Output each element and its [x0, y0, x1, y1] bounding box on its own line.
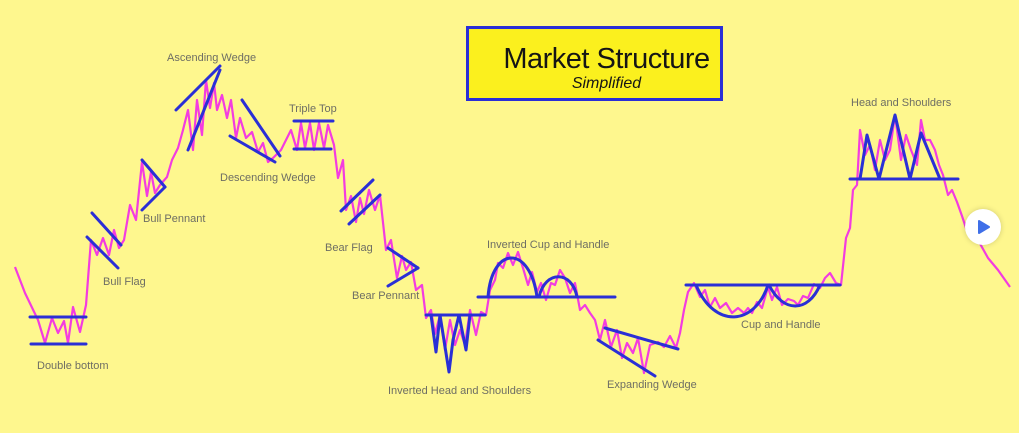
bear-flag-pattern: [339, 178, 382, 226]
cup-and-handle-pattern: [684, 283, 842, 319]
title-subtitle: Simplified: [571, 75, 642, 92]
play-icon: [978, 220, 990, 234]
bear-pennant-pattern: [386, 246, 420, 288]
label-bear-flag: Bear Flag: [325, 242, 373, 254]
label-expanding-wedge: Expanding Wedge: [607, 379, 697, 391]
triple-top-pattern: [292, 119, 335, 151]
play-button[interactable]: [965, 209, 1001, 245]
inverted-cup-and-handle-pattern: [476, 256, 617, 299]
bull-pennant-pattern: [140, 158, 167, 212]
descending-wedge-pattern: [228, 98, 282, 164]
label-triple-top: Triple Top: [289, 103, 337, 115]
label-bull-flag: Bull Flag: [103, 276, 146, 288]
double-bottom-pattern: [28, 315, 88, 346]
price-line: [13, 78, 1011, 375]
label-double-bottom: Double bottom: [37, 360, 109, 372]
label-head-and-shoulders: Head and Shoulders: [851, 97, 952, 109]
ascending-wedge-pattern: [174, 64, 222, 152]
label-bear-pennant: Bear Pennant: [352, 290, 419, 302]
label-bull-pennant: Bull Pennant: [143, 213, 205, 225]
label-cup-and-handle: Cup and Handle: [741, 319, 821, 331]
title-box: Market Structure Simplified: [466, 26, 723, 101]
label-descending-wedge: Descending Wedge: [220, 172, 316, 184]
label-inverted-cup-and-handle: Inverted Cup and Handle: [487, 239, 609, 251]
head-and-shoulders-pattern: [848, 113, 960, 181]
label-ascending-wedge: Ascending Wedge: [167, 52, 256, 64]
inverted-head-and-shoulders-pattern: [424, 313, 487, 374]
label-inverted-head-and-shoulders: Inverted Head and Shoulders: [388, 385, 532, 397]
expanding-wedge-pattern: [596, 326, 680, 378]
bull-flag-pattern: [85, 211, 123, 270]
title-main: Market Structure: [503, 43, 710, 75]
